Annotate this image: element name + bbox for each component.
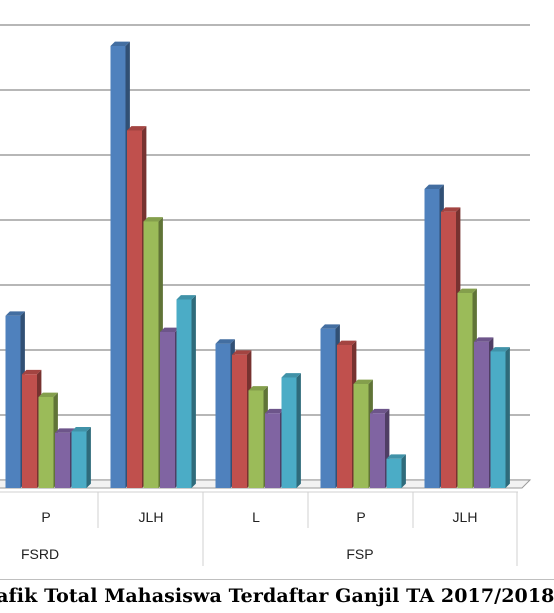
- bar: [490, 351, 506, 488]
- bar: [22, 374, 37, 488]
- bar: [38, 397, 54, 488]
- x-group-label: FSRD: [21, 546, 59, 562]
- bar: [337, 345, 352, 488]
- bar: [160, 332, 175, 488]
- bar: [71, 431, 87, 488]
- bar-top: [441, 207, 461, 212]
- bar-top: [5, 311, 25, 316]
- x-tick-label: JLH: [453, 509, 478, 525]
- caption-divider: [0, 579, 554, 580]
- bar-side: [401, 454, 406, 488]
- bar: [281, 377, 297, 488]
- bar: [248, 390, 264, 488]
- bar-side: [86, 427, 91, 488]
- x-tick-label: JLH: [139, 509, 164, 525]
- bar-top: [22, 369, 42, 375]
- chart-canvas: P JLH L P JLH FSRD FSP: [0, 24, 532, 566]
- bar: [457, 293, 473, 488]
- bar-top: [474, 337, 494, 342]
- bar-top: [127, 126, 147, 131]
- bar-top: [386, 454, 406, 459]
- bar: [110, 46, 126, 488]
- bar: [386, 458, 402, 488]
- bar: [143, 221, 159, 488]
- bar-top: [38, 392, 58, 397]
- bar: [55, 432, 70, 488]
- bar-top: [232, 350, 252, 355]
- bar: [5, 315, 21, 488]
- bar-top: [490, 347, 510, 352]
- bar-top: [457, 288, 477, 293]
- bar-top: [265, 408, 285, 414]
- chart: P JLH L P JLH FSRD FSP: [0, 24, 532, 566]
- bar: [320, 328, 336, 488]
- bar: [441, 211, 456, 488]
- bar: [424, 189, 440, 488]
- bar: [232, 354, 247, 488]
- x-tick-label: P: [356, 509, 365, 525]
- bar-top: [353, 379, 373, 384]
- bar-top: [110, 41, 130, 46]
- bar: [127, 130, 142, 488]
- bar: [176, 299, 192, 488]
- bar-top: [337, 340, 357, 345]
- chart-caption: rafik Total Mahasiswa Terdaftar Ganjil T…: [0, 585, 554, 607]
- bar-top: [281, 373, 301, 378]
- bar: [215, 343, 231, 488]
- bar: [370, 413, 385, 488]
- bar-side: [191, 295, 196, 488]
- bar: [353, 384, 369, 488]
- bar-top: [160, 327, 180, 332]
- bar-top: [143, 217, 163, 222]
- x-tick-label: L: [252, 509, 260, 525]
- bar-top: [320, 324, 340, 329]
- x-group-label: FSP: [346, 546, 373, 562]
- bar-top: [215, 339, 235, 344]
- bar-top: [248, 386, 268, 391]
- bar-side: [296, 373, 301, 488]
- bar-top: [424, 184, 444, 189]
- x-tick-label: P: [41, 509, 50, 525]
- bar-top: [71, 427, 91, 432]
- bar: [265, 413, 280, 488]
- bar: [474, 341, 489, 488]
- bar-top: [176, 295, 196, 300]
- bar-side: [505, 347, 510, 488]
- bar-top: [55, 428, 75, 433]
- bar-top: [370, 408, 390, 414]
